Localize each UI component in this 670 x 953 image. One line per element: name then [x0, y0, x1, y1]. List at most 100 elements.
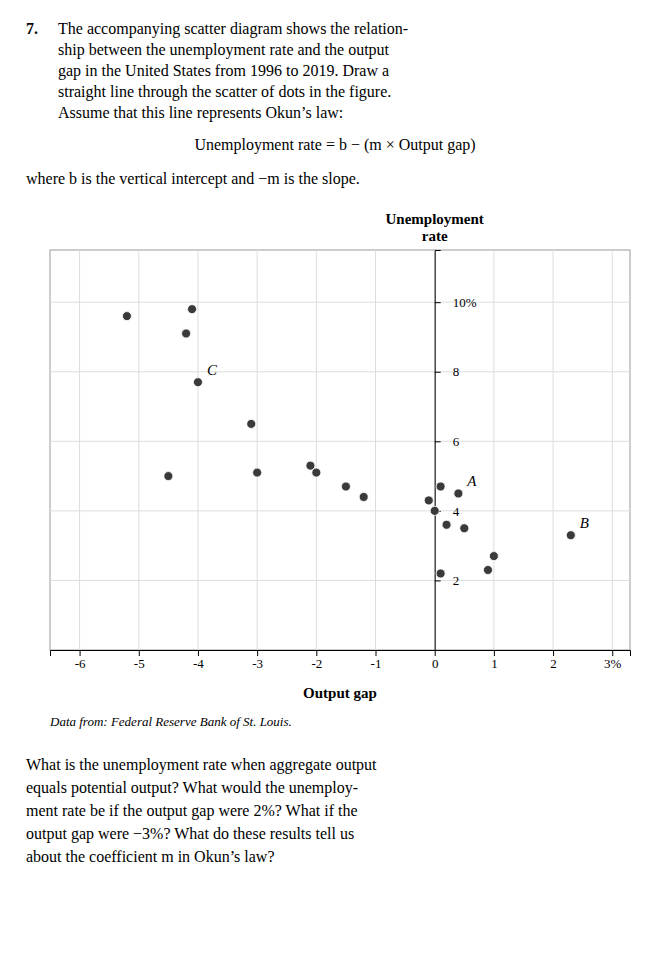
point [253, 468, 262, 477]
point [424, 496, 433, 505]
x-tick-label: -5 [134, 656, 145, 671]
point [430, 506, 439, 515]
x-axis-title: Output gap [303, 685, 377, 701]
x-axis: -6 -5 -4 -3 -2 -1 0 1 2 3% [51, 650, 631, 671]
y-tick-mark [435, 302, 441, 303]
x-tick-mark [198, 650, 199, 656]
grid-line-y [50, 510, 630, 511]
x-tick: 2 [550, 650, 557, 671]
chart: -6 -5 -4 -3 -2 -1 0 1 2 3% 2 4 6 8 10% A B C Unemploymentr… [50, 211, 631, 701]
y-tick-label: 4 [453, 504, 460, 519]
y-tick: 6 [435, 434, 460, 449]
point [483, 566, 492, 575]
x-tick-mark [553, 650, 554, 656]
note: where b is the vertical intercept and −m… [26, 170, 360, 188]
x-tick: 3% [604, 650, 622, 671]
grid-line-x [138, 250, 139, 650]
intro-line: gap in the United States from 1996 to 20… [58, 62, 389, 80]
x-tick-mark [257, 650, 258, 656]
intro-line: ship between the unemployment rate and t… [58, 41, 390, 59]
caption: Data from: Federal Reserve Bank of St. L… [49, 714, 292, 729]
grid-line-x [612, 250, 613, 650]
y-tick: 10% [435, 295, 477, 310]
intro-line: straight line through the scatter of dot… [58, 83, 391, 101]
question-line: equals potential output? What would the … [26, 779, 358, 797]
y-tick: 8 [435, 364, 460, 379]
x-tick-mark [80, 650, 81, 656]
grid-line-x [79, 250, 80, 650]
point [182, 329, 191, 338]
y-tick-label: 6 [453, 434, 460, 449]
problem-number: 7. [26, 20, 38, 37]
grid-line-y [50, 371, 630, 372]
y-tick-mark [435, 580, 441, 581]
point [359, 492, 368, 501]
point [460, 524, 469, 533]
point [436, 569, 445, 578]
x-tick-label: -2 [311, 656, 322, 671]
x-tick-label: -4 [193, 656, 204, 671]
point-label: C [207, 362, 218, 378]
y-tick-mark [435, 441, 441, 442]
intro-line: The accompanying scatter diagram shows t… [58, 20, 408, 38]
equation: Unemployment rate = b − (m × Output gap) [194, 136, 475, 154]
x-tick: -6 [75, 650, 86, 671]
point [566, 531, 575, 540]
point [312, 468, 321, 477]
y-tick-label: 2 [453, 573, 460, 588]
point [188, 305, 197, 314]
x-tick: -4 [193, 650, 204, 671]
point-label: A [466, 473, 477, 489]
y-axis-line [435, 251, 441, 651]
intro-line: Assume that this line represents Okun’s … [58, 104, 343, 122]
x-tick: 0 [432, 650, 439, 671]
x-tick-mark [494, 650, 495, 656]
grid-line-x [493, 250, 494, 650]
x-tick: -2 [311, 650, 322, 671]
y-axis-title: Unemploymentrate [386, 211, 484, 244]
grid-line-x [316, 250, 317, 650]
plot-frame [50, 250, 630, 650]
grid-line-y [50, 580, 630, 581]
grid-line-x [375, 250, 376, 650]
x-tick: -5 [134, 650, 145, 671]
question-line: What is the unemployment rate when aggre… [26, 756, 377, 774]
x-tick-label: -6 [75, 656, 86, 671]
x-tick-label: -1 [371, 656, 382, 671]
x-tick-mark [139, 650, 140, 656]
y-tick-label: 10% [453, 295, 477, 310]
x-tick-mark [612, 650, 613, 656]
figure: 7. The accompanying scatter diagram shows… [0, 0, 670, 953]
point [436, 482, 445, 491]
x-tick-mark [316, 650, 317, 656]
point [122, 312, 131, 321]
point [164, 472, 173, 481]
y-axis: 2 4 6 8 10% [435, 251, 477, 651]
x-tick-mark [376, 650, 377, 656]
x-tick-label: 2 [550, 656, 557, 671]
x-tick-label: -3 [252, 656, 263, 671]
question-line: output gap were −3%? What do these resul… [26, 825, 354, 843]
x-tick-label: 1 [491, 656, 498, 671]
x-axis-line [51, 651, 631, 657]
question-line: about the coefficient m in Okun’s law? [26, 848, 275, 865]
grid-line-y [50, 441, 630, 442]
x-tick-label: 0 [432, 656, 439, 671]
point-label: B [580, 515, 589, 531]
point [341, 482, 350, 491]
x-tick: -3 [252, 650, 263, 671]
point [247, 419, 256, 428]
grid-line-x [257, 250, 258, 650]
point [454, 489, 463, 498]
x-tick: 1 [491, 650, 498, 671]
point [442, 520, 451, 529]
x-tick-label: 3% [604, 656, 622, 671]
y-tick-mark [435, 372, 441, 373]
point [489, 552, 498, 561]
x-tick: -1 [371, 650, 382, 671]
point [193, 378, 202, 387]
grid-line-y [50, 302, 630, 303]
grid [50, 250, 630, 650]
question-line: ment rate be if the output gap were 2%? … [26, 802, 358, 820]
grid-line-x [553, 250, 554, 650]
